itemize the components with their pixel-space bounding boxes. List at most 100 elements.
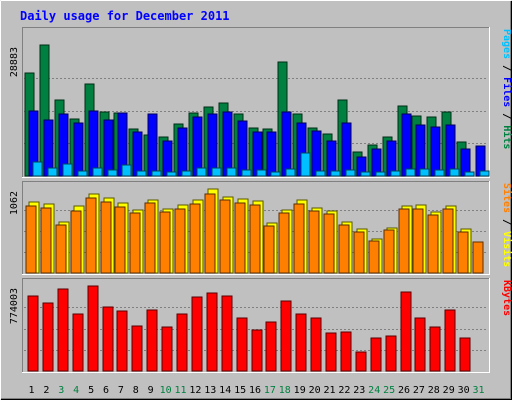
bar-files-day-5 [88, 110, 99, 177]
legend-kbytes: KBytes [501, 280, 512, 316]
bar-files-day-27 [415, 124, 426, 177]
day-label-8: 8 [133, 385, 139, 396]
day-label-24: 24 [368, 385, 380, 396]
bar-pages-day-13 [211, 167, 222, 177]
series-legend: KBytes [501, 280, 512, 316]
day-label-13: 13 [204, 385, 216, 396]
bar-sites-day-27 [412, 208, 424, 274]
bar-pages-day-9 [151, 170, 162, 177]
bar-sites-day-26 [398, 208, 410, 274]
bar-files-day-8 [132, 131, 143, 177]
bar-pages-day-3 [62, 163, 73, 177]
bar-kbytes-day-10 [161, 326, 173, 372]
bar-files-day-11 [177, 127, 188, 177]
bar-sites-day-24 [368, 240, 380, 274]
bar-kbytes-day-14 [221, 295, 233, 372]
day-label-27: 27 [413, 385, 425, 396]
bar-pages-day-4 [77, 170, 88, 177]
day-label-10: 10 [160, 385, 172, 396]
bar-sites-day-22 [338, 224, 350, 274]
bar-kbytes-day-1 [27, 295, 39, 372]
bar-kbytes-day-17 [265, 321, 277, 372]
bar-sites-day-28 [427, 214, 439, 274]
bar-kbytes-day-16 [251, 329, 263, 372]
legend-separator: / [501, 213, 512, 231]
day-label-5: 5 [88, 385, 94, 396]
bar-sites-day-25 [383, 229, 395, 274]
day-label-14: 14 [219, 385, 231, 396]
bar-pages-day-8 [136, 170, 147, 177]
bar-pages-day-23 [360, 171, 371, 177]
bar-files-day-22 [341, 122, 352, 177]
bar-kbytes-day-15 [236, 317, 248, 372]
series-legend: Pages / Files / Hits [501, 29, 512, 149]
series-legend: Sites / Visits [501, 183, 512, 267]
bar-pages-day-15 [241, 169, 252, 177]
day-label-2: 2 [43, 385, 49, 396]
x-axis-day-labels: 1 2 3 4 5 6 7 8 9 10 11 12 13 14 15 16 17 18 19 20 21 22 23 24 2… [28, 385, 484, 396]
bar-kbytes-day-6 [102, 306, 114, 372]
legend-separator: / [501, 107, 512, 125]
bar-files-day-15 [237, 120, 248, 177]
bar-sites-day-2 [40, 207, 52, 274]
legend-separator: / [501, 59, 512, 77]
bar-pages-day-31 [479, 170, 490, 177]
y-max-label: 28883 [9, 47, 20, 77]
bar-kbytes-day-2 [42, 302, 54, 372]
bar-pages-day-18 [285, 168, 296, 177]
legend-sites: Sites [501, 183, 512, 213]
series-sites [25, 193, 484, 274]
bar-kbytes-day-9 [146, 309, 158, 372]
bar-pages-day-16 [256, 169, 267, 177]
bar-kbytes-day-7 [116, 310, 128, 372]
bar-sites-day-30 [457, 231, 469, 274]
day-label-31: 31 [472, 385, 484, 396]
bar-sites-day-12 [189, 203, 201, 274]
bar-pages-day-2 [47, 167, 58, 177]
bar-sites-day-4 [70, 210, 82, 274]
bar-pages-day-28 [434, 169, 445, 177]
bar-pages-day-22 [345, 169, 356, 177]
bar-pages-day-6 [107, 169, 118, 177]
bar-pages-day-7 [121, 164, 132, 177]
bar-kbytes-day-11 [176, 313, 188, 372]
panel-kbytes: 774003 KBytes [9, 278, 512, 373]
bar-pages-day-25 [390, 170, 401, 177]
bar-files-day-28 [430, 126, 441, 177]
y-max-label: 774003 [9, 288, 20, 324]
day-label-19: 19 [294, 385, 306, 396]
bar-pages-day-5 [92, 167, 103, 177]
bar-files-day-26 [401, 113, 412, 177]
bar-kbytes-day-22 [340, 331, 352, 372]
bar-sites-day-29 [442, 208, 454, 274]
bar-files-day-16 [252, 131, 263, 177]
day-label-25: 25 [383, 385, 395, 396]
bar-sites-day-8 [129, 212, 141, 274]
bar-sites-day-13 [204, 193, 216, 274]
bar-pages-day-24 [375, 171, 386, 177]
y-max-label: 1062 [9, 191, 20, 215]
bar-sites-day-17 [263, 225, 275, 274]
bar-kbytes-day-28 [429, 326, 441, 372]
bar-sites-day-23 [353, 231, 365, 274]
bar-kbytes-day-19 [295, 313, 307, 372]
bar-sites-day-6 [100, 201, 112, 274]
day-label-17: 17 [264, 385, 276, 396]
bar-sites-day-18 [278, 212, 290, 274]
bar-files-day-17 [266, 131, 277, 177]
day-label-18: 18 [279, 385, 291, 396]
bar-sites-day-5 [85, 197, 97, 274]
bar-kbytes-day-29 [444, 309, 456, 372]
bar-kbytes-day-4 [72, 313, 84, 372]
bar-sites-day-21 [323, 213, 335, 274]
bar-pages-day-27 [419, 168, 430, 177]
bar-sites-day-10 [159, 211, 171, 274]
bar-kbytes-day-20 [310, 317, 322, 372]
day-label-12: 12 [189, 385, 201, 396]
bar-files-day-6 [103, 119, 114, 177]
bar-kbytes-day-24 [370, 337, 382, 372]
bar-pages-day-30 [464, 171, 475, 177]
day-label-7: 7 [118, 385, 124, 396]
bar-kbytes-day-26 [400, 291, 412, 372]
